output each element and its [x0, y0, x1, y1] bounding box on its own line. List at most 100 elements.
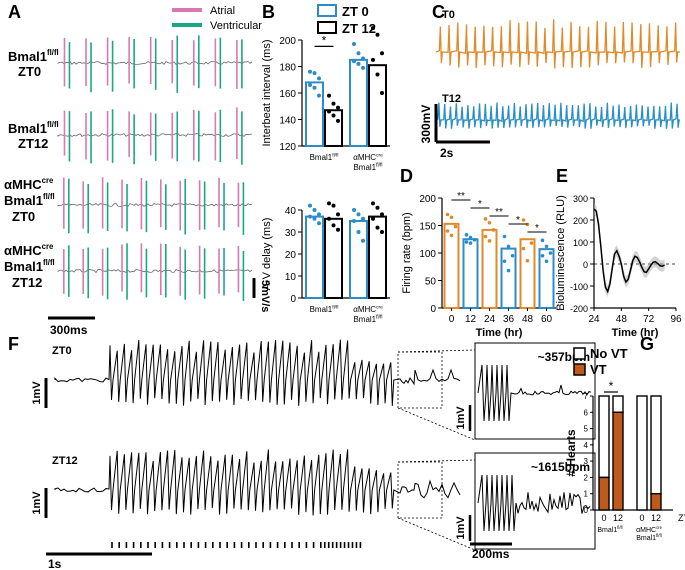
- y-tick-label: 150: [419, 222, 436, 233]
- label-base: Bmal1: [636, 535, 656, 542]
- data-point: [361, 238, 365, 243]
- x-tick-label: 12: [651, 513, 661, 523]
- data-point: [336, 118, 340, 123]
- data-point: [487, 239, 492, 243]
- data-point: [525, 258, 530, 263]
- row-label-genotype: Bmal1fl/fl: [4, 258, 55, 274]
- data-point: [487, 220, 492, 225]
- data-point: [352, 59, 356, 64]
- zoom-region: [397, 461, 443, 519]
- x-tick-label: 24: [588, 314, 600, 325]
- y-axis-title: Interbeat interval (ms): [261, 40, 273, 147]
- panel-c: T0 T12 300mV 2s: [419, 9, 680, 160]
- data-point: [375, 32, 380, 37]
- significance-star: *: [478, 199, 482, 210]
- bar: [500, 247, 517, 310]
- bar-novt: [598, 395, 610, 479]
- ecg-atrial-spikes: [63, 177, 240, 231]
- data-point: [464, 233, 469, 237]
- data-point: [472, 238, 477, 242]
- label-base: Bmal1: [8, 121, 47, 136]
- group-label-line2: Bmal1fl/fl: [353, 163, 382, 173]
- y-tick-label: 4: [584, 441, 589, 450]
- zoom-scale-label-voltage: 1mV: [455, 516, 467, 540]
- data-point: [491, 228, 496, 232]
- label-base: αMHC: [353, 153, 376, 162]
- label-base: Bmal1: [310, 305, 333, 314]
- x-tick-label: 0: [601, 513, 606, 523]
- data-point: [361, 56, 365, 61]
- legend-swatch-novt: [573, 347, 586, 360]
- row-label-genotype: Bmal1fl/fl: [8, 48, 59, 64]
- ecg-trace: [54, 449, 461, 516]
- data-point: [449, 215, 454, 220]
- panel-label: A: [8, 2, 21, 22]
- row-label: ZT12: [52, 455, 78, 467]
- legend-label-vt: VT: [590, 362, 607, 377]
- panel-label: B: [262, 2, 275, 22]
- bar: [538, 248, 555, 309]
- label-superscript: cre: [42, 242, 54, 251]
- ecg-baseline: [57, 203, 253, 207]
- y-axis-title: A-V delay (ms): [261, 218, 273, 291]
- label-base: Bmal1: [353, 163, 376, 172]
- data-point: [521, 246, 526, 251]
- legend-label-atrial: Atrial: [210, 5, 235, 17]
- bar-zt12: [368, 64, 387, 147]
- label-superscript: fl/fl: [47, 48, 59, 57]
- legend-label-novt: No VT: [590, 346, 628, 361]
- x-tick-label: 36: [503, 314, 515, 325]
- data-point: [544, 259, 549, 264]
- data-point: [529, 241, 534, 245]
- data-point: [336, 105, 340, 110]
- panel-label: F: [8, 334, 19, 354]
- data-point: [317, 221, 321, 226]
- data-point: [483, 217, 488, 221]
- data-point: [445, 212, 450, 217]
- ecg-atrial-spikes: [63, 107, 238, 161]
- zoom-region: [397, 351, 443, 409]
- ecg-baseline: [57, 133, 253, 137]
- panel-a: AtrialVentricularBmal1fl/flZT0Bmal1fl/fl…: [4, 5, 271, 337]
- data-point: [548, 251, 553, 255]
- trace-label: T12: [442, 93, 461, 105]
- zoom-guide: [397, 349, 476, 353]
- data-point: [356, 51, 361, 56]
- data-point: [449, 233, 454, 238]
- y-tick-label: 10: [285, 272, 297, 283]
- panel-d: 0 50 100 150 200 Firing rate (bpm) 0 12 24 36 48 60…: [401, 191, 556, 339]
- x-tick-label: 48: [522, 314, 534, 325]
- zoom-guide: [397, 407, 476, 441]
- row-label-genotype: Bmal1fl/fl: [8, 120, 59, 136]
- y-tick-label: 20: [285, 250, 297, 261]
- label-base: Bmal1: [4, 259, 43, 274]
- data-point: [312, 216, 317, 221]
- panel-label: G: [640, 334, 654, 354]
- y-tick-label: 0: [584, 506, 589, 515]
- label-superscript: cre: [42, 176, 54, 185]
- y-tick-label: 0: [583, 260, 588, 270]
- y-tick-label: -200: [570, 304, 588, 314]
- data-point: [308, 69, 312, 74]
- data-point: [327, 93, 331, 98]
- y-tick-label: 40: [285, 206, 297, 217]
- legend-label-ventricular: Ventricular: [210, 20, 262, 32]
- row-label: ZT0: [52, 345, 72, 357]
- y-tick-label: 1: [584, 490, 589, 499]
- bar-zt0: [305, 215, 324, 300]
- label-superscript: fl/fl: [332, 304, 338, 310]
- label-superscript: fl/fl: [376, 163, 382, 169]
- data-point: [540, 253, 545, 258]
- significance-star: *: [516, 215, 520, 226]
- scale-label-time: 1s: [48, 557, 62, 570]
- data-point: [331, 223, 336, 228]
- rate-label: ~1615bpm: [531, 460, 590, 474]
- data-point: [510, 253, 515, 258]
- data-point: [540, 238, 545, 243]
- x-tick-label: 96: [670, 314, 682, 325]
- data-point: [371, 57, 375, 62]
- data-point: [352, 208, 356, 212]
- y-tick-label: 5: [584, 425, 589, 434]
- group-label: αMHCcre: [636, 525, 662, 534]
- data-point: [331, 113, 336, 118]
